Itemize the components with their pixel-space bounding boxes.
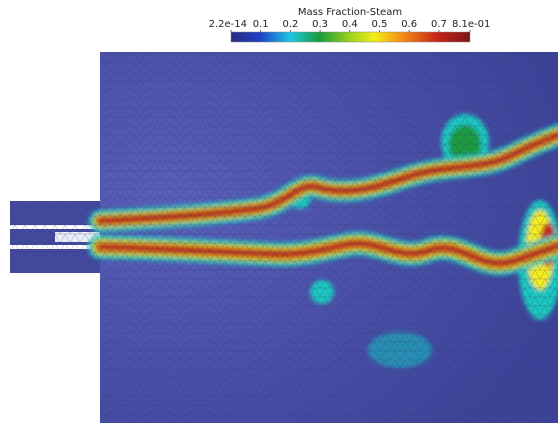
- colorbar-tick-label: 0.5: [372, 19, 388, 30]
- mesh: [100, 52, 558, 423]
- colorbar-tick-label: 8.1e-01: [452, 19, 490, 30]
- colorbar-tick-label: 0.2: [282, 19, 298, 30]
- visualization: Mass Fraction-Steam 2.2e-14 0.1 0.2 0.3 0.4 0…: [0, 0, 558, 423]
- colorbar-tick-label: 2.2e-14: [209, 19, 247, 30]
- colorbar-gradient: [231, 32, 470, 42]
- colorbar-tick-label: 0.3: [312, 19, 328, 30]
- colorbar-tick-label: 0.1: [253, 19, 269, 30]
- page: Mass Fraction-Steam 2.2e-14 0.1 0.2 0.3 0.4 0…: [0, 0, 558, 423]
- colorbar-tick-label: 0.4: [342, 19, 358, 30]
- inlet-mesh: [10, 201, 100, 273]
- colorbar-title: Mass Fraction-Steam: [298, 7, 402, 18]
- colorbar: Mass Fraction-Steam 2.2e-14 0.1 0.2 0.3 0.4 0…: [209, 7, 491, 42]
- colorbar-tick-label: 0.7: [431, 19, 447, 30]
- colorbar-tick-label: 0.6: [401, 19, 417, 30]
